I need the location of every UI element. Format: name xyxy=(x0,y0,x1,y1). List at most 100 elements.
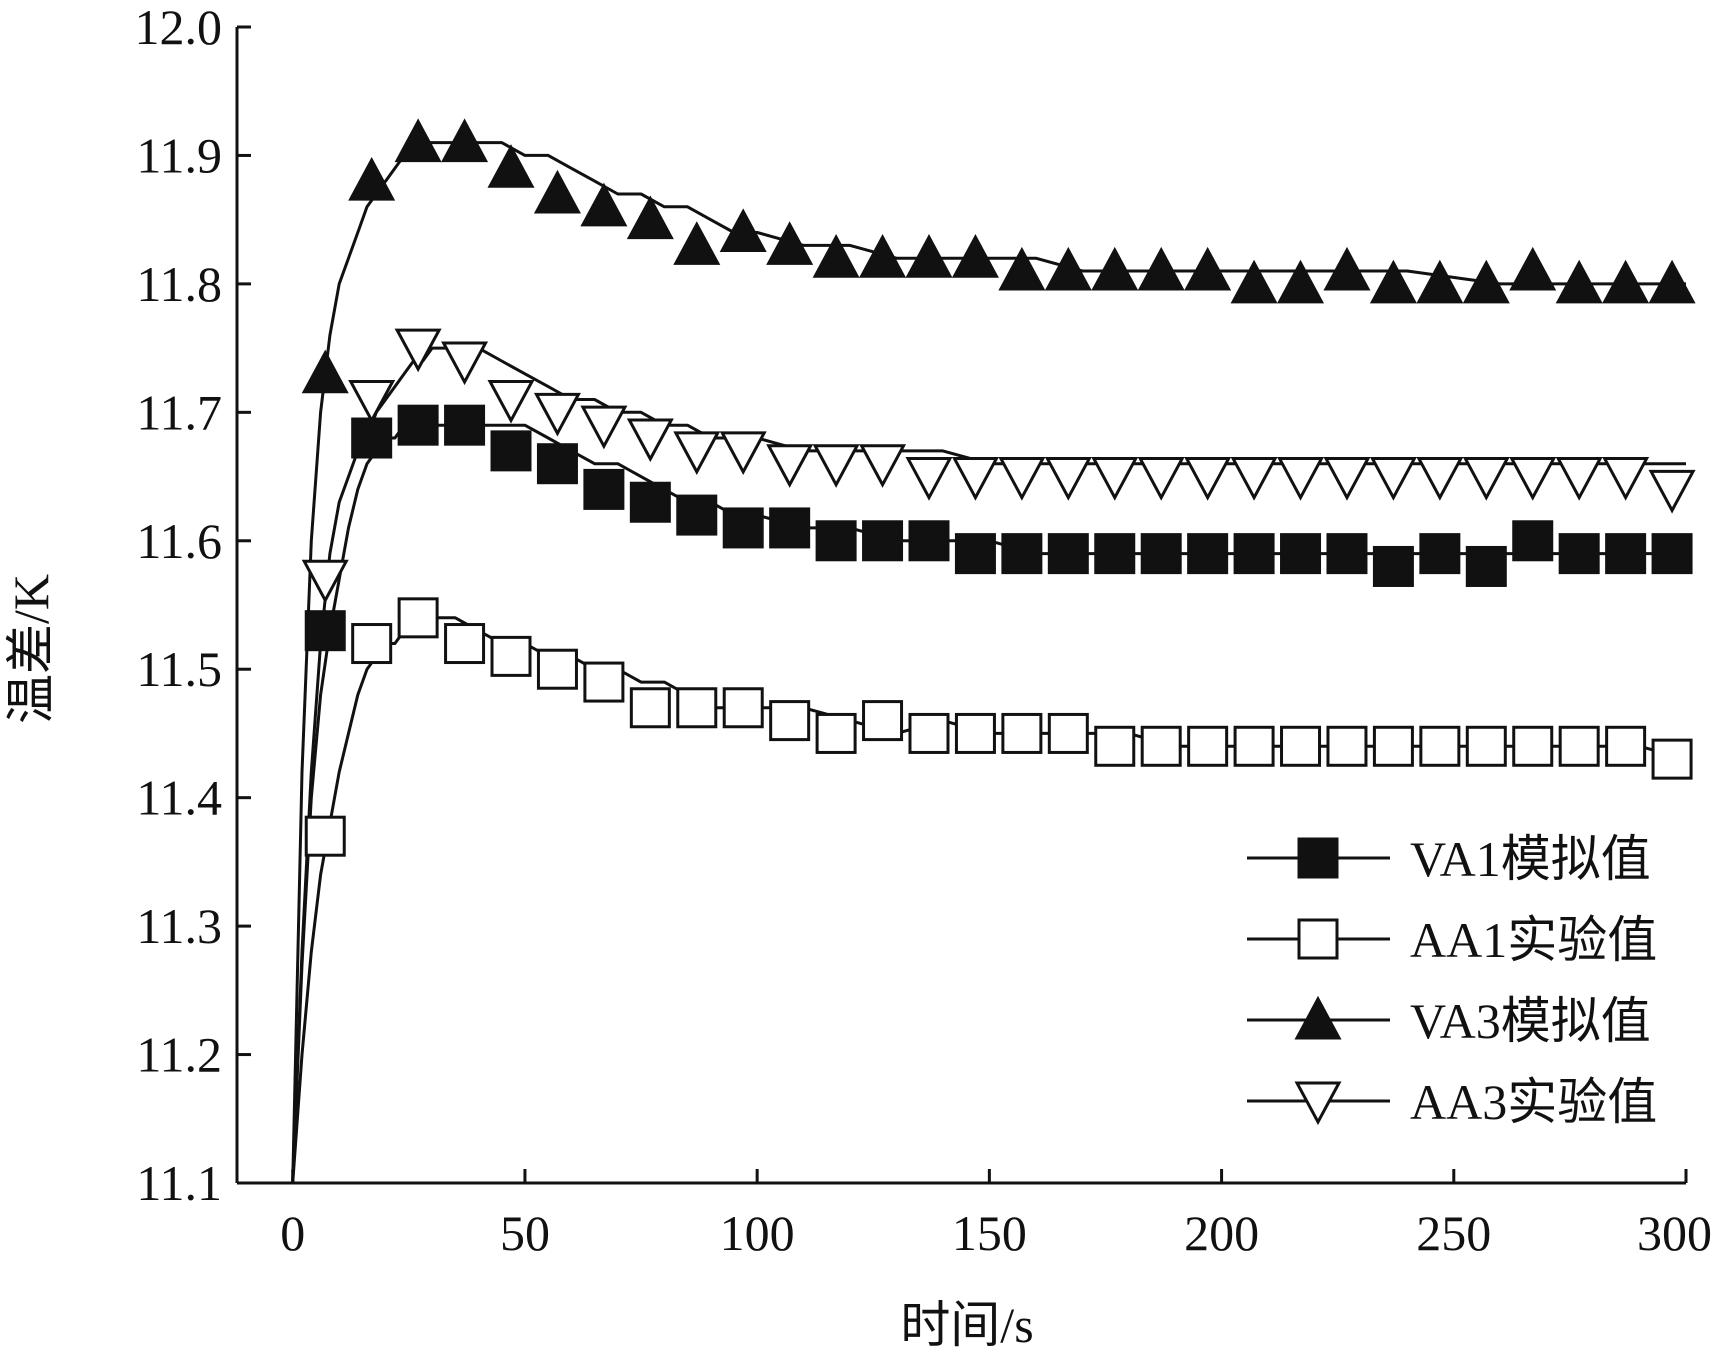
data-point-aa3- xyxy=(580,405,628,450)
data-point-va1- xyxy=(444,404,486,446)
data-point-aa1- xyxy=(1280,725,1322,767)
data-point-va3- xyxy=(348,156,396,201)
data-point-va3- xyxy=(580,182,628,227)
data-point-va1- xyxy=(351,417,393,459)
data-point-va3- xyxy=(1091,246,1139,291)
data-point-aa1- xyxy=(490,635,532,677)
x-tick-label: 0 xyxy=(280,1205,305,1261)
data-point-va3- xyxy=(998,246,1046,291)
data-point-va3- xyxy=(1555,259,1603,304)
data-point-aa1- xyxy=(1558,725,1600,767)
data-point-aa3- xyxy=(998,457,1046,501)
data-point-aa1- xyxy=(769,700,811,742)
data-point-aa1- xyxy=(304,815,346,857)
data-point-va1- xyxy=(1280,533,1322,575)
data-point-aa3- xyxy=(812,444,860,488)
data-point-va1- xyxy=(769,507,811,549)
data-point-va1- xyxy=(304,610,346,652)
data-point-va3- xyxy=(766,221,814,265)
series-markers xyxy=(301,118,1696,857)
data-point-va3- xyxy=(441,118,489,163)
data-point-aa1- xyxy=(908,712,950,754)
data-point-va1- xyxy=(1465,545,1507,587)
data-point-va1- xyxy=(583,468,625,510)
data-point-va3- xyxy=(394,118,442,163)
y-tick-label: 11.3 xyxy=(136,898,222,954)
data-point-aa1- xyxy=(862,700,904,742)
data-point-aa1- xyxy=(1326,725,1368,767)
data-point-aa3- xyxy=(301,559,349,604)
data-point-va3- xyxy=(1323,246,1371,291)
legend-label-aa1-: AA1实验值 xyxy=(1410,912,1657,968)
x-tick-label: 150 xyxy=(952,1205,1027,1261)
data-point-va3- xyxy=(673,221,721,265)
data-point-va1- xyxy=(1140,533,1182,575)
data-point-aa3- xyxy=(719,431,767,476)
data-point-va3- xyxy=(301,349,349,394)
data-point-aa1- xyxy=(1512,725,1554,767)
y-tick-label: 11.2 xyxy=(136,1027,222,1083)
data-point-aa1- xyxy=(444,623,486,665)
y-tick-label: 11.9 xyxy=(136,127,222,183)
data-point-aa3- xyxy=(1137,457,1185,501)
y-axis-title: 温差/K xyxy=(3,574,59,724)
data-point-va1- xyxy=(1512,520,1554,562)
data-point-aa3- xyxy=(1509,457,1557,501)
data-point-aa1- xyxy=(1233,725,1275,767)
data-point-aa1- xyxy=(1001,712,1043,754)
x-tick-label: 200 xyxy=(1184,1205,1259,1261)
data-point-aa3- xyxy=(1044,457,1092,501)
data-point-va1- xyxy=(536,443,578,485)
data-point-aa1- xyxy=(815,712,857,754)
data-point-va3- xyxy=(1602,259,1650,304)
data-point-aa3- xyxy=(951,457,999,501)
data-point-va3- xyxy=(1137,246,1185,291)
data-point-aa3- xyxy=(1277,457,1325,501)
data-point-va3- xyxy=(1230,259,1278,304)
data-point-aa3- xyxy=(348,379,396,424)
legend-marker-aa1- xyxy=(1297,918,1339,960)
y-tick-label: 11.7 xyxy=(136,384,222,440)
data-point-va3- xyxy=(1416,259,1464,304)
legend-label-aa3-: AA3实验值 xyxy=(1410,1074,1657,1130)
data-point-aa1- xyxy=(1047,712,1089,754)
data-point-aa1- xyxy=(1651,738,1693,780)
x-axis-title: 时间/s xyxy=(900,1297,1033,1353)
data-point-aa3- xyxy=(766,444,814,488)
data-point-va1- xyxy=(1372,545,1414,587)
axis-ticks: 0 50 100 150 200 250 300 11.1 11.2 11.3 11.4 11.5 11… xyxy=(135,0,1713,1261)
legend-marker-va1- xyxy=(1297,837,1339,879)
y-tick-label: 12.0 xyxy=(135,0,223,55)
data-point-va1- xyxy=(1187,533,1229,575)
data-point-va3- xyxy=(905,234,953,278)
data-point-va1- xyxy=(629,481,671,523)
data-point-va3- xyxy=(533,169,581,214)
data-point-aa1- xyxy=(1372,725,1414,767)
data-point-aa1- xyxy=(722,687,764,729)
data-point-aa3- xyxy=(1602,457,1650,501)
data-point-va3- xyxy=(1369,259,1417,304)
legend-marker-va3- xyxy=(1294,995,1342,1040)
legend-label-va3-: VA3模拟值 xyxy=(1410,993,1651,1049)
data-point-aa1- xyxy=(536,648,578,690)
data-point-va1- xyxy=(954,533,996,575)
data-point-aa1- xyxy=(1605,725,1647,767)
legend: VA1模拟值 AA1实验值 VA3模拟值 AA3实验值 xyxy=(1247,831,1657,1130)
y-tick-label: 11.8 xyxy=(136,256,222,312)
legend-label-va1-: VA1模拟值 xyxy=(1410,831,1651,887)
data-point-va1- xyxy=(676,494,718,536)
data-point-aa1- xyxy=(397,597,439,639)
data-point-va3- xyxy=(1184,246,1232,291)
data-point-aa3- xyxy=(905,457,953,501)
data-point-aa3- xyxy=(1555,457,1603,501)
data-point-aa3- xyxy=(1323,457,1371,501)
data-point-va1- xyxy=(1094,533,1136,575)
data-point-aa3- xyxy=(859,444,907,488)
data-point-va3- xyxy=(859,234,907,278)
axes xyxy=(235,27,1686,1185)
data-point-aa3- xyxy=(673,431,721,476)
data-point-va1- xyxy=(1233,533,1275,575)
data-point-aa3- xyxy=(394,328,442,373)
data-point-aa1- xyxy=(629,687,671,729)
